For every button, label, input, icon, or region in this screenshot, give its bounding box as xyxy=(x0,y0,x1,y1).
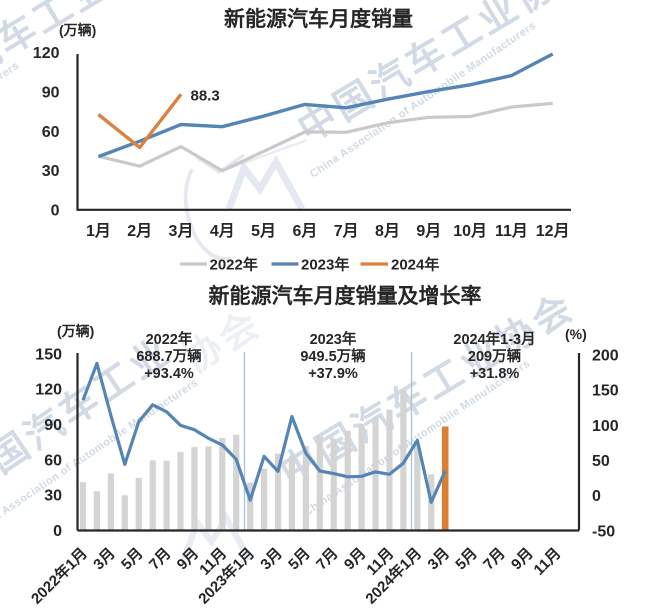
svg-text:0: 0 xyxy=(592,488,601,505)
svg-text:3月: 3月 xyxy=(257,545,286,574)
svg-text:2023年: 2023年 xyxy=(310,330,357,348)
svg-text:+37.9%: +37.9% xyxy=(308,366,358,382)
svg-text:2024年: 2024年 xyxy=(391,256,439,274)
svg-text:China Association of Automobil: China Association of Automobile Manufact… xyxy=(0,60,21,221)
svg-text:2月: 2月 xyxy=(127,222,152,240)
svg-text:12月: 12月 xyxy=(536,222,570,240)
svg-text:7月: 7月 xyxy=(334,222,359,240)
svg-text:新能源汽车月度销量: 新能源汽车月度销量 xyxy=(224,7,413,31)
svg-text:120: 120 xyxy=(33,45,60,62)
svg-text:(万辆): (万辆) xyxy=(57,323,94,339)
svg-text:3月: 3月 xyxy=(169,222,194,240)
svg-text:5月: 5月 xyxy=(251,222,276,240)
svg-text:3月: 3月 xyxy=(90,545,119,574)
svg-text:30: 30 xyxy=(42,163,60,180)
svg-text:(万辆): (万辆) xyxy=(59,22,96,38)
svg-text:4月: 4月 xyxy=(210,222,235,240)
svg-text:120: 120 xyxy=(35,382,62,399)
svg-text:+31.8%: +31.8% xyxy=(470,366,520,382)
svg-text:60: 60 xyxy=(42,124,60,141)
svg-text:2024年1-3月: 2024年1-3月 xyxy=(453,330,535,348)
svg-text:150: 150 xyxy=(35,346,62,363)
svg-text:90: 90 xyxy=(44,417,62,434)
svg-text:30: 30 xyxy=(44,488,62,505)
svg-text:2022年: 2022年 xyxy=(210,256,258,274)
svg-text:7月: 7月 xyxy=(480,545,509,574)
svg-text:8月: 8月 xyxy=(375,222,400,240)
svg-text:6月: 6月 xyxy=(292,222,317,240)
svg-text:60: 60 xyxy=(44,452,62,469)
svg-text:688.7万辆: 688.7万辆 xyxy=(136,347,202,365)
svg-text:5月: 5月 xyxy=(118,545,147,574)
svg-text:11月: 11月 xyxy=(531,545,565,579)
svg-text:9月: 9月 xyxy=(416,222,441,240)
svg-text:7月: 7月 xyxy=(313,545,342,574)
svg-text:209万辆: 209万辆 xyxy=(468,347,522,365)
svg-text:200: 200 xyxy=(592,347,619,364)
svg-text:7月: 7月 xyxy=(146,545,175,574)
svg-text:2022年: 2022年 xyxy=(146,330,193,348)
svg-text:5月: 5月 xyxy=(452,545,481,574)
svg-text:中国汽车工业协会: 中国汽车工业协会 xyxy=(0,0,192,129)
svg-text:2022年1月: 2022年1月 xyxy=(27,544,90,607)
svg-text:10月: 10月 xyxy=(453,222,487,240)
svg-text:88.3: 88.3 xyxy=(191,88,220,105)
svg-text:-50: -50 xyxy=(592,523,615,540)
svg-text:(%): (%) xyxy=(565,326,587,342)
svg-text:0: 0 xyxy=(53,523,62,540)
svg-text:3月: 3月 xyxy=(425,545,454,574)
svg-text:100: 100 xyxy=(592,418,619,435)
svg-text:2023年: 2023年 xyxy=(301,256,349,274)
svg-text:50: 50 xyxy=(592,453,610,470)
svg-text:11月: 11月 xyxy=(495,222,528,240)
svg-text:+93.4%: +93.4% xyxy=(144,366,194,382)
svg-text:150: 150 xyxy=(592,383,619,400)
svg-text:新能源汽车月度销量及增长率: 新能源汽车月度销量及增长率 xyxy=(209,284,482,308)
svg-text:1月: 1月 xyxy=(86,222,111,240)
svg-text:949.5万辆: 949.5万辆 xyxy=(300,347,366,365)
svg-text:0: 0 xyxy=(51,202,60,219)
svg-text:5月: 5月 xyxy=(285,545,314,574)
svg-text:90: 90 xyxy=(42,85,60,102)
